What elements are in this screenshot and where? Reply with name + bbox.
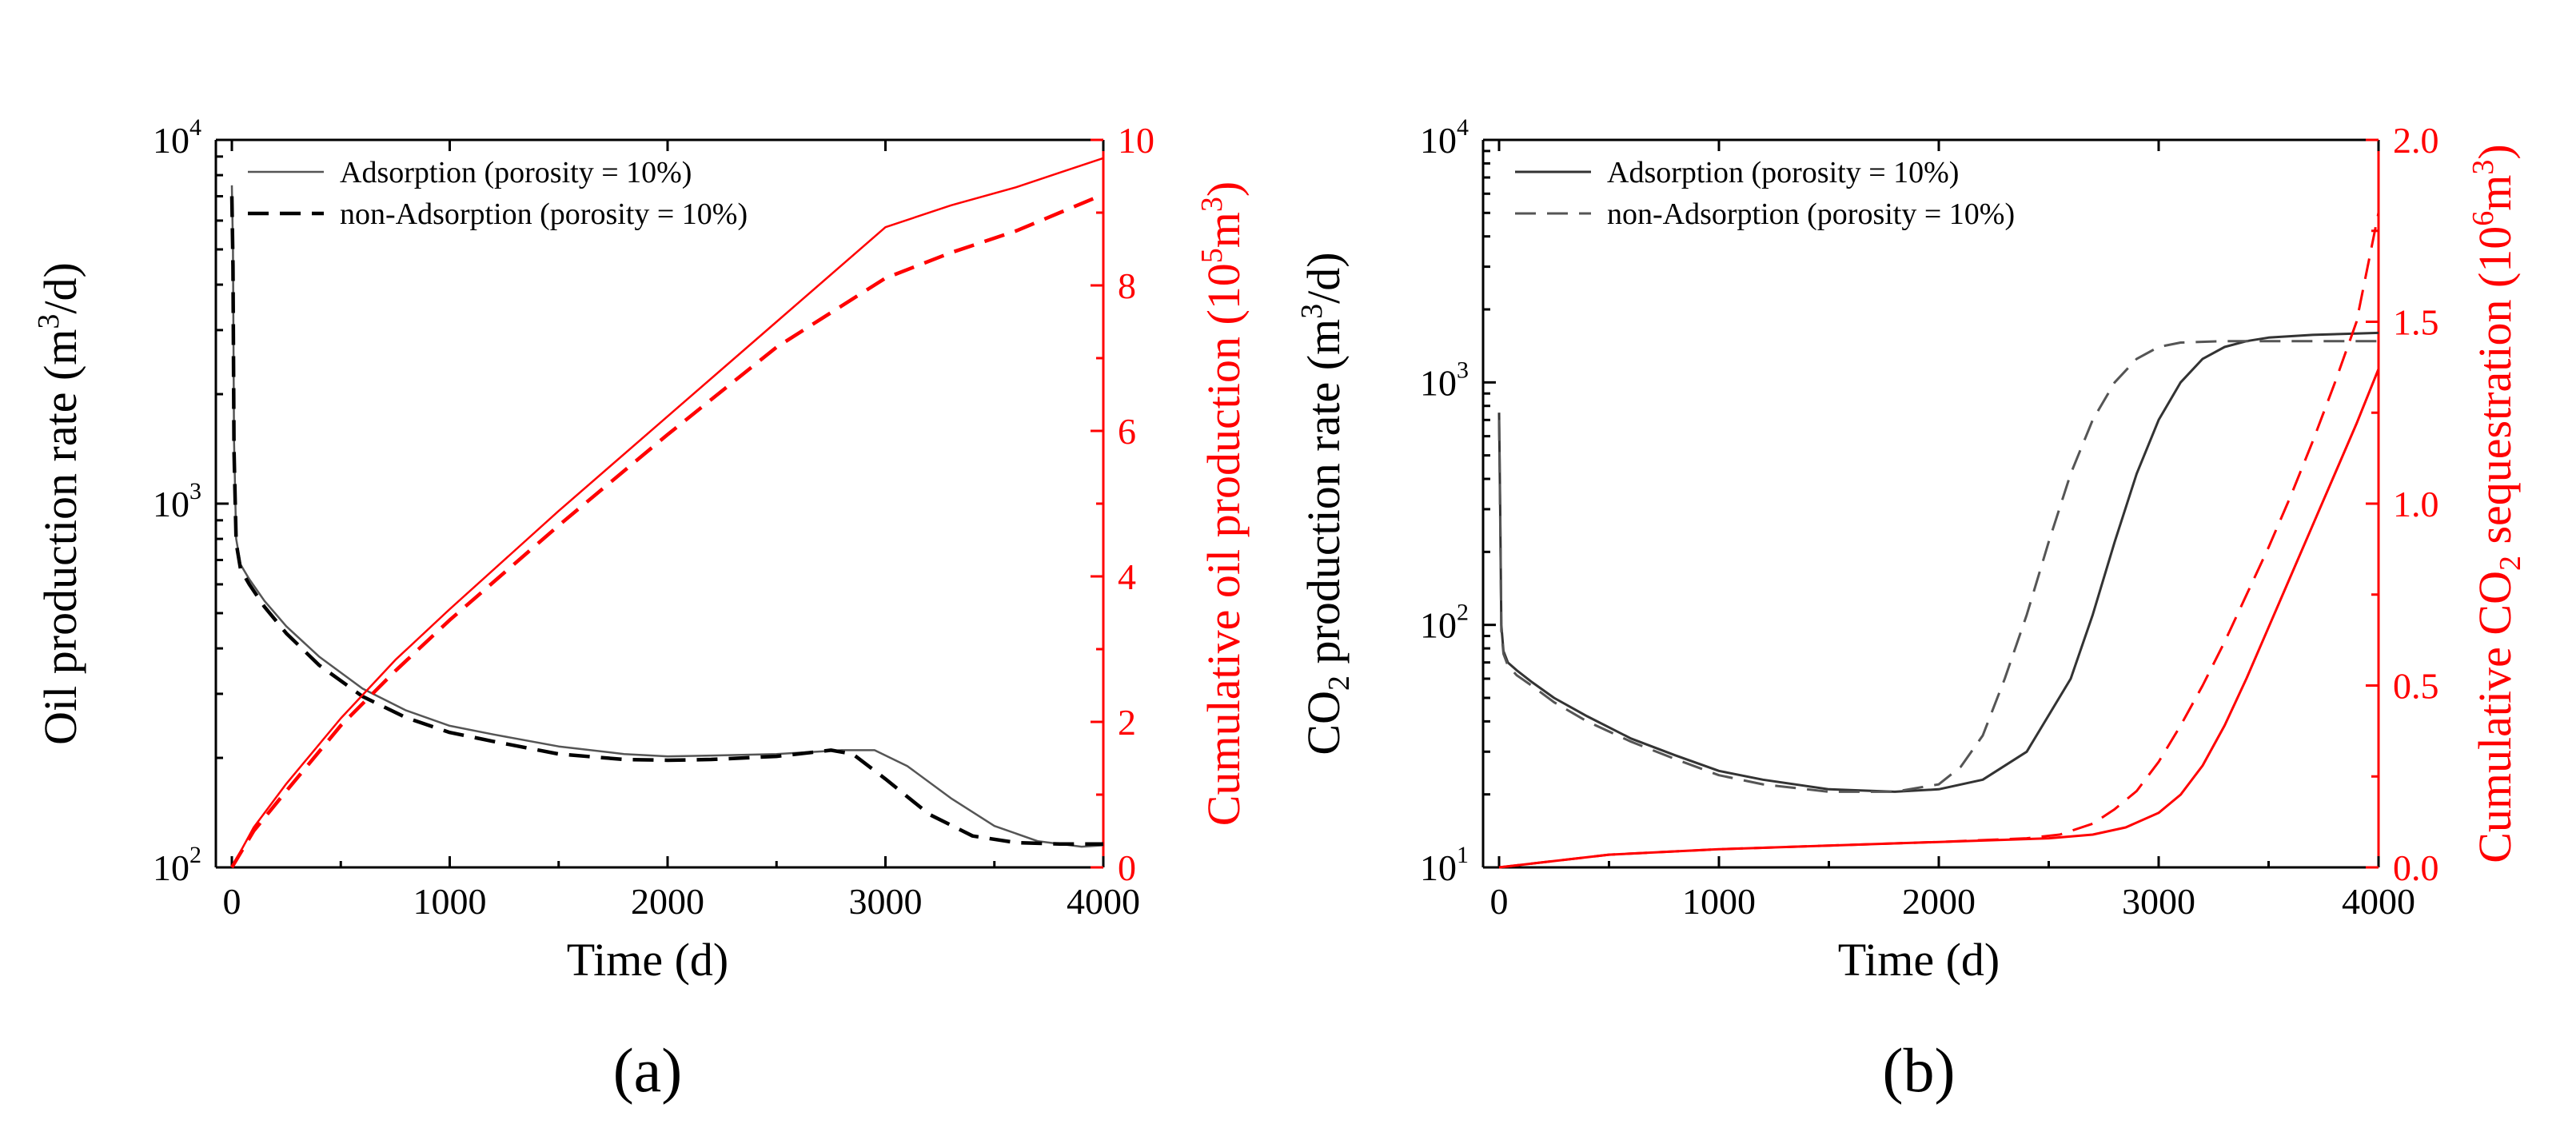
chart-panel-a: 0 1000 2000 3000 4000 102 103 104 0 2 4 6 8 10 Adsorpt…: [32, 114, 1250, 1105]
legend-label: non-Adsorption (porosity = 10%): [1607, 197, 2015, 231]
right-y-tick-label: 0.5: [2393, 666, 2439, 707]
right-y-tick-label: 2.0: [2393, 120, 2439, 161]
right-y-tick-label: 1.5: [2393, 302, 2439, 343]
chart-panel-b: 0 1000 2000 3000 4000 101 102 103 104 0.0 0.5 1.0 1.…: [1295, 114, 2527, 1105]
right-y-tick-label: 6: [1118, 411, 1136, 452]
left-y-tick-label: 103: [153, 478, 201, 524]
series-line-3: [230, 193, 1104, 869]
legend-label: Adsorption (porosity = 10%): [340, 156, 692, 189]
x-tick-label: 2000: [631, 881, 704, 922]
series-line-3: [1498, 212, 2380, 869]
series-line-1: [1497, 340, 2379, 793]
series-line-0: [1497, 331, 2379, 793]
left-y-axis-title: CO2 production rate (m3/d): [1295, 252, 1356, 755]
right-y-tick-label: 10: [1118, 120, 1154, 161]
right-y-tick-label: 4: [1118, 556, 1136, 597]
left-y-tick-label: 104: [1420, 114, 1469, 161]
x-tick-label: 3000: [849, 881, 923, 922]
series-line-2: [1498, 369, 2380, 869]
left-y-tick-label: 103: [1420, 357, 1469, 403]
left-y-tick-label: 102: [1420, 600, 1469, 646]
left-y-tick-label: 102: [153, 842, 201, 888]
panel-label: (b): [1883, 1035, 1956, 1105]
series-line-1: [229, 196, 1103, 846]
x-tick-label: 3000: [2122, 881, 2195, 922]
right-y-tick-label: 0.0: [2393, 847, 2439, 888]
x-tick-label: 1000: [1682, 881, 1756, 922]
legend-label: non-Adsorption (porosity = 10%): [340, 197, 748, 231]
left-y-tick-label: 101: [1420, 842, 1469, 888]
right-y-tick-label: 1.0: [2393, 484, 2439, 524]
right-y-tick-label: 0: [1118, 847, 1136, 888]
right-y-axis-title: Cumulative CO2 sequestration (106m3): [2466, 144, 2527, 863]
legend-label: Adsorption (porosity = 10%): [1607, 156, 1959, 189]
left-y-axis-title: Oil production rate (m3/d): [32, 262, 86, 745]
left-y-tick-label: 104: [153, 114, 201, 161]
x-tick-label: 0: [1490, 881, 1509, 922]
x-tick-label: 2000: [1902, 881, 1976, 922]
series-line-2: [230, 157, 1104, 868]
right-y-tick-label: 2: [1118, 702, 1136, 743]
x-tick-label: 4000: [2342, 881, 2415, 922]
x-axis-title: Time (d): [567, 934, 729, 986]
x-tick-label: 0: [223, 881, 241, 922]
right-y-axis-title: Cumulative oil production (105m3): [1195, 181, 1250, 826]
x-tick-label: 1000: [413, 881, 487, 922]
series-line-0: [230, 185, 1104, 848]
x-tick-label: 4000: [1067, 881, 1140, 922]
right-y-tick-label: 8: [1118, 265, 1136, 306]
x-axis-title: Time (d): [1838, 934, 2000, 986]
panel-label: (a): [613, 1035, 683, 1105]
